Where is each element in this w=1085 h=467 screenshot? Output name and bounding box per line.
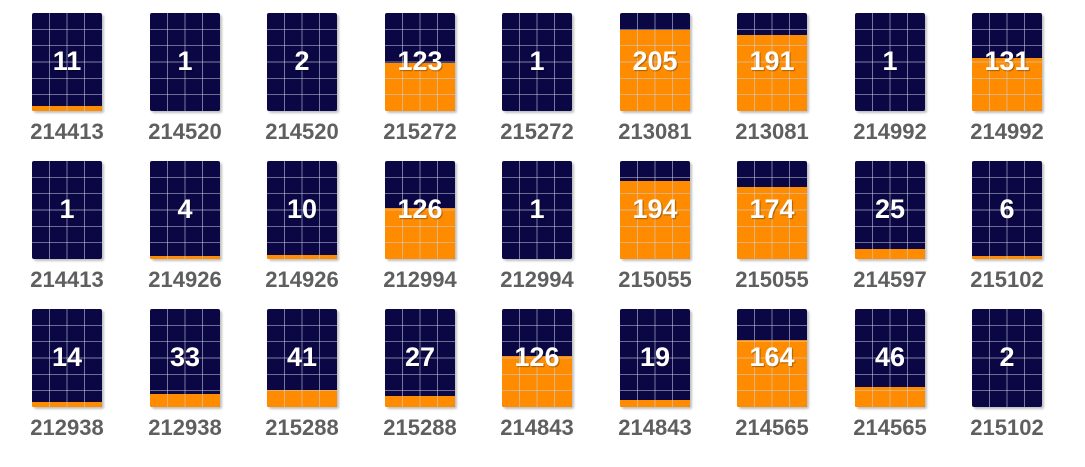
panel-id-label: 215102 [970,415,1044,440]
solar-panel[interactable]: 10 [267,161,337,259]
panel-id-label: 215272 [500,119,574,144]
panel-id-label: 213081 [735,119,809,144]
panel-count: 46 [874,342,906,372]
solar-panel[interactable]: 1 [855,13,925,111]
panel-id-label: 214926 [148,267,222,292]
panel-id-label: 215288 [383,415,457,440]
solar-panel[interactable]: 11 [32,13,102,111]
panel-count: 33 [169,342,201,372]
panel-id-label: 215288 [265,415,339,440]
panel-count: 11 [52,46,82,76]
panel-id-label: 214520 [265,119,339,144]
panel-fill-level [150,256,220,259]
solar-panel[interactable]: 2 [267,13,337,111]
solar-panel[interactable]: 6 [972,161,1042,259]
solar-panel[interactable]: 46 [855,309,925,407]
panel-count: 6 [999,194,1015,224]
panel-count: 1 [529,46,545,76]
solar-panel[interactable]: 131 [972,13,1042,111]
solar-panel[interactable]: 191 [737,13,807,111]
solar-panel[interactable]: 41 [267,309,337,407]
solar-panel[interactable]: 1 [32,161,102,259]
panel-count: 1 [59,194,75,224]
panel-count: 191 [749,46,795,76]
panel-count: 1 [529,194,545,224]
solar-panel[interactable]: 25 [855,161,925,259]
panel-id-label: 214413 [30,119,104,144]
panel-count: 41 [286,342,318,372]
panel-id-label: 213081 [618,119,692,144]
panel-id-label: 214992 [970,119,1044,144]
solar-panel[interactable]: 33 [150,309,220,407]
panel-count: 19 [639,342,671,372]
solar-panel[interactable]: 126 [502,309,572,407]
panel-id-label: 214843 [500,415,574,440]
solar-panel[interactable]: 164 [737,309,807,407]
panel-count: 123 [397,46,443,76]
solar-panel[interactable]: 14 [32,309,102,407]
solar-panel[interactable]: 205 [620,13,690,111]
solar-panel[interactable]: 1 [502,13,572,111]
panel-id-label: 212994 [500,267,574,292]
solar-panel[interactable]: 2 [972,309,1042,407]
panel-id-label: 214413 [30,267,104,292]
panel-count: 14 [51,342,83,372]
panel-id-label: 214926 [265,267,339,292]
panel-count: 2 [294,46,310,76]
panel-id-label: 214843 [618,415,692,440]
panel-id-label: 215102 [970,267,1044,292]
panel-id-label: 214565 [735,415,809,440]
panel-count: 131 [984,46,1030,76]
panel-fill-level [855,387,925,407]
panel-id-label: 214597 [853,267,927,292]
panel-id-label: 215272 [383,119,457,144]
panel-count: 2 [999,342,1015,372]
panel-count: 194 [632,194,678,224]
panel-id-label: 215055 [735,267,809,292]
panel-count: 164 [749,342,795,372]
panel-id-label: 215055 [618,267,692,292]
panel-fill-level [385,396,455,407]
panel-id-label: 214992 [853,119,927,144]
panel-count: 25 [874,194,906,224]
panel-count: 205 [632,46,678,76]
panel-count: 126 [514,342,560,372]
panel-count: 1 [177,46,193,76]
panel-fill-level [267,255,337,259]
solar-panel[interactable]: 1 [150,13,220,111]
panel-count: 4 [177,194,193,224]
panel-count: 1 [882,46,898,76]
panel-id-label: 212994 [383,267,457,292]
solar-panel[interactable]: 123 [385,13,455,111]
panel-id-label: 214520 [148,119,222,144]
solar-panel[interactable]: 19 [620,309,690,407]
panel-count: 126 [397,194,443,224]
panel-count: 174 [749,194,795,224]
panel-fill-level [267,390,337,407]
panel-count: 10 [286,194,318,224]
solar-panel[interactable]: 1 [502,161,572,259]
panel-id-label: 214565 [853,415,927,440]
panel-fill-level [620,400,690,407]
solar-panel[interactable]: 194 [620,161,690,259]
solar-panel[interactable]: 126 [385,161,455,259]
solar-panel[interactable]: 27 [385,309,455,407]
solar-panel[interactable]: 4 [150,161,220,259]
panel-fill-level [150,394,220,407]
panel-fill-level [32,106,102,111]
panel-fill-level [32,402,102,407]
solar-panel[interactable]: 174 [737,161,807,259]
panel-fill-level [855,249,925,259]
panel-id-label: 212938 [30,415,104,440]
panel-id-label: 212938 [148,415,222,440]
panel-fill-level [972,256,1042,259]
panel-count: 27 [404,342,436,372]
